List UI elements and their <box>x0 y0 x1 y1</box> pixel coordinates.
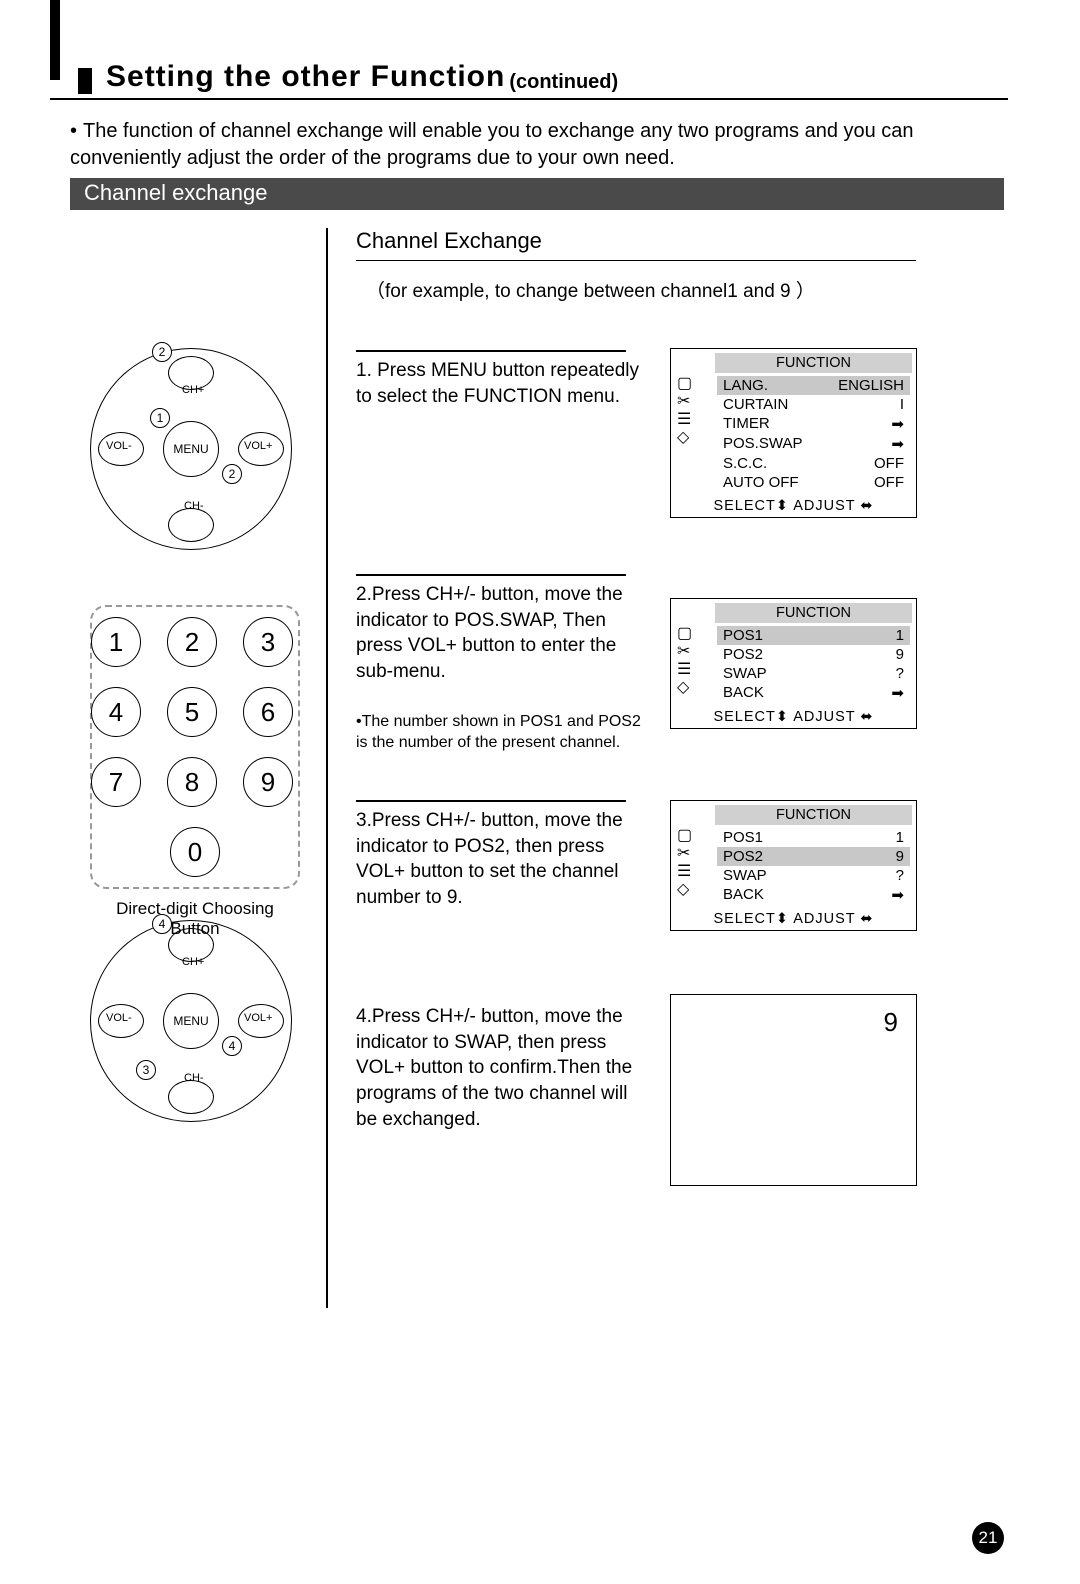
callout: 3 <box>136 1060 156 1080</box>
step-divider <box>356 350 626 352</box>
menu-button: MENU <box>163 993 219 1049</box>
callout: 2 <box>152 342 172 362</box>
channel-display-box: 9 <box>670 994 917 1186</box>
osd-title: FUNCTION <box>715 805 912 826</box>
section-heading: Channel exchange <box>70 178 1004 210</box>
osd-menu-2: FUNCTION ▢ ✂ ☰ ◇ POS11POS29SWAP?BACK➡ SE… <box>670 598 917 729</box>
ch-minus-button <box>168 1080 214 1114</box>
page-title: Setting the other Function <box>106 60 505 94</box>
example-text: （for example, to change between channel1… <box>366 276 815 303</box>
step-2-note: The number shown in POS1 and POS2 is the… <box>356 712 646 754</box>
square-icon: ▢ <box>677 376 717 392</box>
direct-digit-keypad: 1 2 3 4 5 6 7 8 9 0 Direct-digit Choosin… <box>90 605 300 940</box>
osd-row: SWAP? <box>717 664 910 683</box>
osd-footer: SELECT⬍ ADJUST ⬌ <box>671 907 916 930</box>
page-title-continued: (continued) <box>509 71 618 94</box>
vol-plus-label: VOL+ <box>244 440 272 452</box>
osd-icon-column: ▢ ✂ ☰ ◇ <box>671 826 717 907</box>
step-divider <box>356 800 626 802</box>
osd-row: AUTO OFFOFF <box>717 473 910 492</box>
scissors-icon: ✂ <box>677 846 717 862</box>
osd-footer: SELECT⬍ ADJUST ⬌ <box>671 494 916 517</box>
square-icon: ▢ <box>677 828 717 844</box>
list-icon: ☰ <box>677 864 717 880</box>
osd-row: CURTAINI <box>717 395 910 414</box>
diamond-icon: ◇ <box>677 430 717 446</box>
osd-title: FUNCTION <box>715 353 912 374</box>
diamond-icon: ◇ <box>677 882 717 898</box>
osd-menu-3: FUNCTION ▢ ✂ ☰ ◇ POS11POS29SWAP?BACK➡ SE… <box>670 800 917 931</box>
digit-0: 0 <box>170 827 220 877</box>
osd-row: POS11 <box>717 626 910 645</box>
menu-button: MENU <box>163 421 219 477</box>
scissors-icon: ✂ <box>677 394 717 410</box>
osd-rows: LANG.ENGLISHCURTAINITIMER➡POS.SWAP➡S.C.C… <box>717 374 916 494</box>
intro-text: The function of channel exchange will en… <box>70 118 1010 172</box>
remote-diagram-2: MENU CH+ CH- VOL- VOL+ 4 4 3 <box>90 920 290 1120</box>
ch-plus-label: CH+ <box>182 956 204 968</box>
ch-minus-button <box>168 508 214 542</box>
vertical-divider <box>326 228 328 1308</box>
osd-row: S.C.C.OFF <box>717 454 910 473</box>
manual-page: Setting the other Function (continued) T… <box>50 0 1040 1584</box>
osd-row: BACK➡ <box>717 885 910 905</box>
callout: 4 <box>222 1036 242 1056</box>
osd-row: LANG.ENGLISH <box>717 376 910 395</box>
osd-rows: POS11POS29SWAP?BACK➡ <box>717 826 916 907</box>
page-title-bar: Setting the other Function (continued) <box>50 60 1008 100</box>
digit-3: 3 <box>243 617 293 667</box>
step-3-text: 3.Press CH+/- button, move the indicator… <box>356 808 646 911</box>
list-icon: ☰ <box>677 662 717 678</box>
digit-1: 1 <box>91 617 141 667</box>
title-bullet <box>78 68 92 94</box>
osd-rows: POS11POS29SWAP?BACK➡ <box>717 624 916 705</box>
osd-icon-column: ▢ ✂ ☰ ◇ <box>671 624 717 705</box>
osd-row: TIMER➡ <box>717 414 910 434</box>
remote-diagram-1: MENU CH+ CH- VOL- VOL+ 2 1 2 <box>90 348 290 548</box>
osd-row: SWAP? <box>717 866 910 885</box>
ch-plus-label: CH+ <box>182 384 204 396</box>
callout: 1 <box>150 408 170 428</box>
osd-menu-1: FUNCTION ▢ ✂ ☰ ◇ LANG.ENGLISHCURTAINITIM… <box>670 348 917 518</box>
digit-6: 6 <box>243 687 293 737</box>
osd-row: POS29 <box>717 645 910 664</box>
vol-plus-label: VOL+ <box>244 1012 272 1024</box>
diamond-icon: ◇ <box>677 680 717 696</box>
osd-title: FUNCTION <box>715 603 912 624</box>
callout: 2 <box>222 464 242 484</box>
step-2-text: 2.Press CH+/- button, move the indicator… <box>356 582 646 685</box>
digit-4: 4 <box>91 687 141 737</box>
osd-row: POS.SWAP➡ <box>717 434 910 454</box>
channel-number: 9 <box>884 1007 898 1038</box>
step-divider <box>356 574 626 576</box>
square-icon: ▢ <box>677 626 717 642</box>
digit-7: 7 <box>91 757 141 807</box>
digit-8: 8 <box>167 757 217 807</box>
callout: 4 <box>152 914 172 934</box>
ch-minus-label: CH- <box>184 500 204 512</box>
osd-footer: SELECT⬍ ADJUST ⬌ <box>671 705 916 728</box>
digit-2: 2 <box>167 617 217 667</box>
vol-minus-label: VOL- <box>106 440 132 452</box>
scissors-icon: ✂ <box>677 644 717 660</box>
subsection-heading: Channel Exchange <box>356 228 916 261</box>
list-icon: ☰ <box>677 412 717 428</box>
osd-row: POS29 <box>717 847 910 866</box>
digit-9: 9 <box>243 757 293 807</box>
page-number: 21 <box>972 1522 1004 1554</box>
vol-minus-label: VOL- <box>106 1012 132 1024</box>
step-4-text: 4.Press CH+/- button, move the indicator… <box>356 1004 646 1132</box>
osd-icon-column: ▢ ✂ ☰ ◇ <box>671 374 717 494</box>
digit-5: 5 <box>167 687 217 737</box>
ch-minus-label: CH- <box>184 1072 204 1084</box>
osd-row: POS11 <box>717 828 910 847</box>
step-1-text: 1. Press MENU button repeatedly to selec… <box>356 358 646 409</box>
osd-row: BACK➡ <box>717 683 910 703</box>
